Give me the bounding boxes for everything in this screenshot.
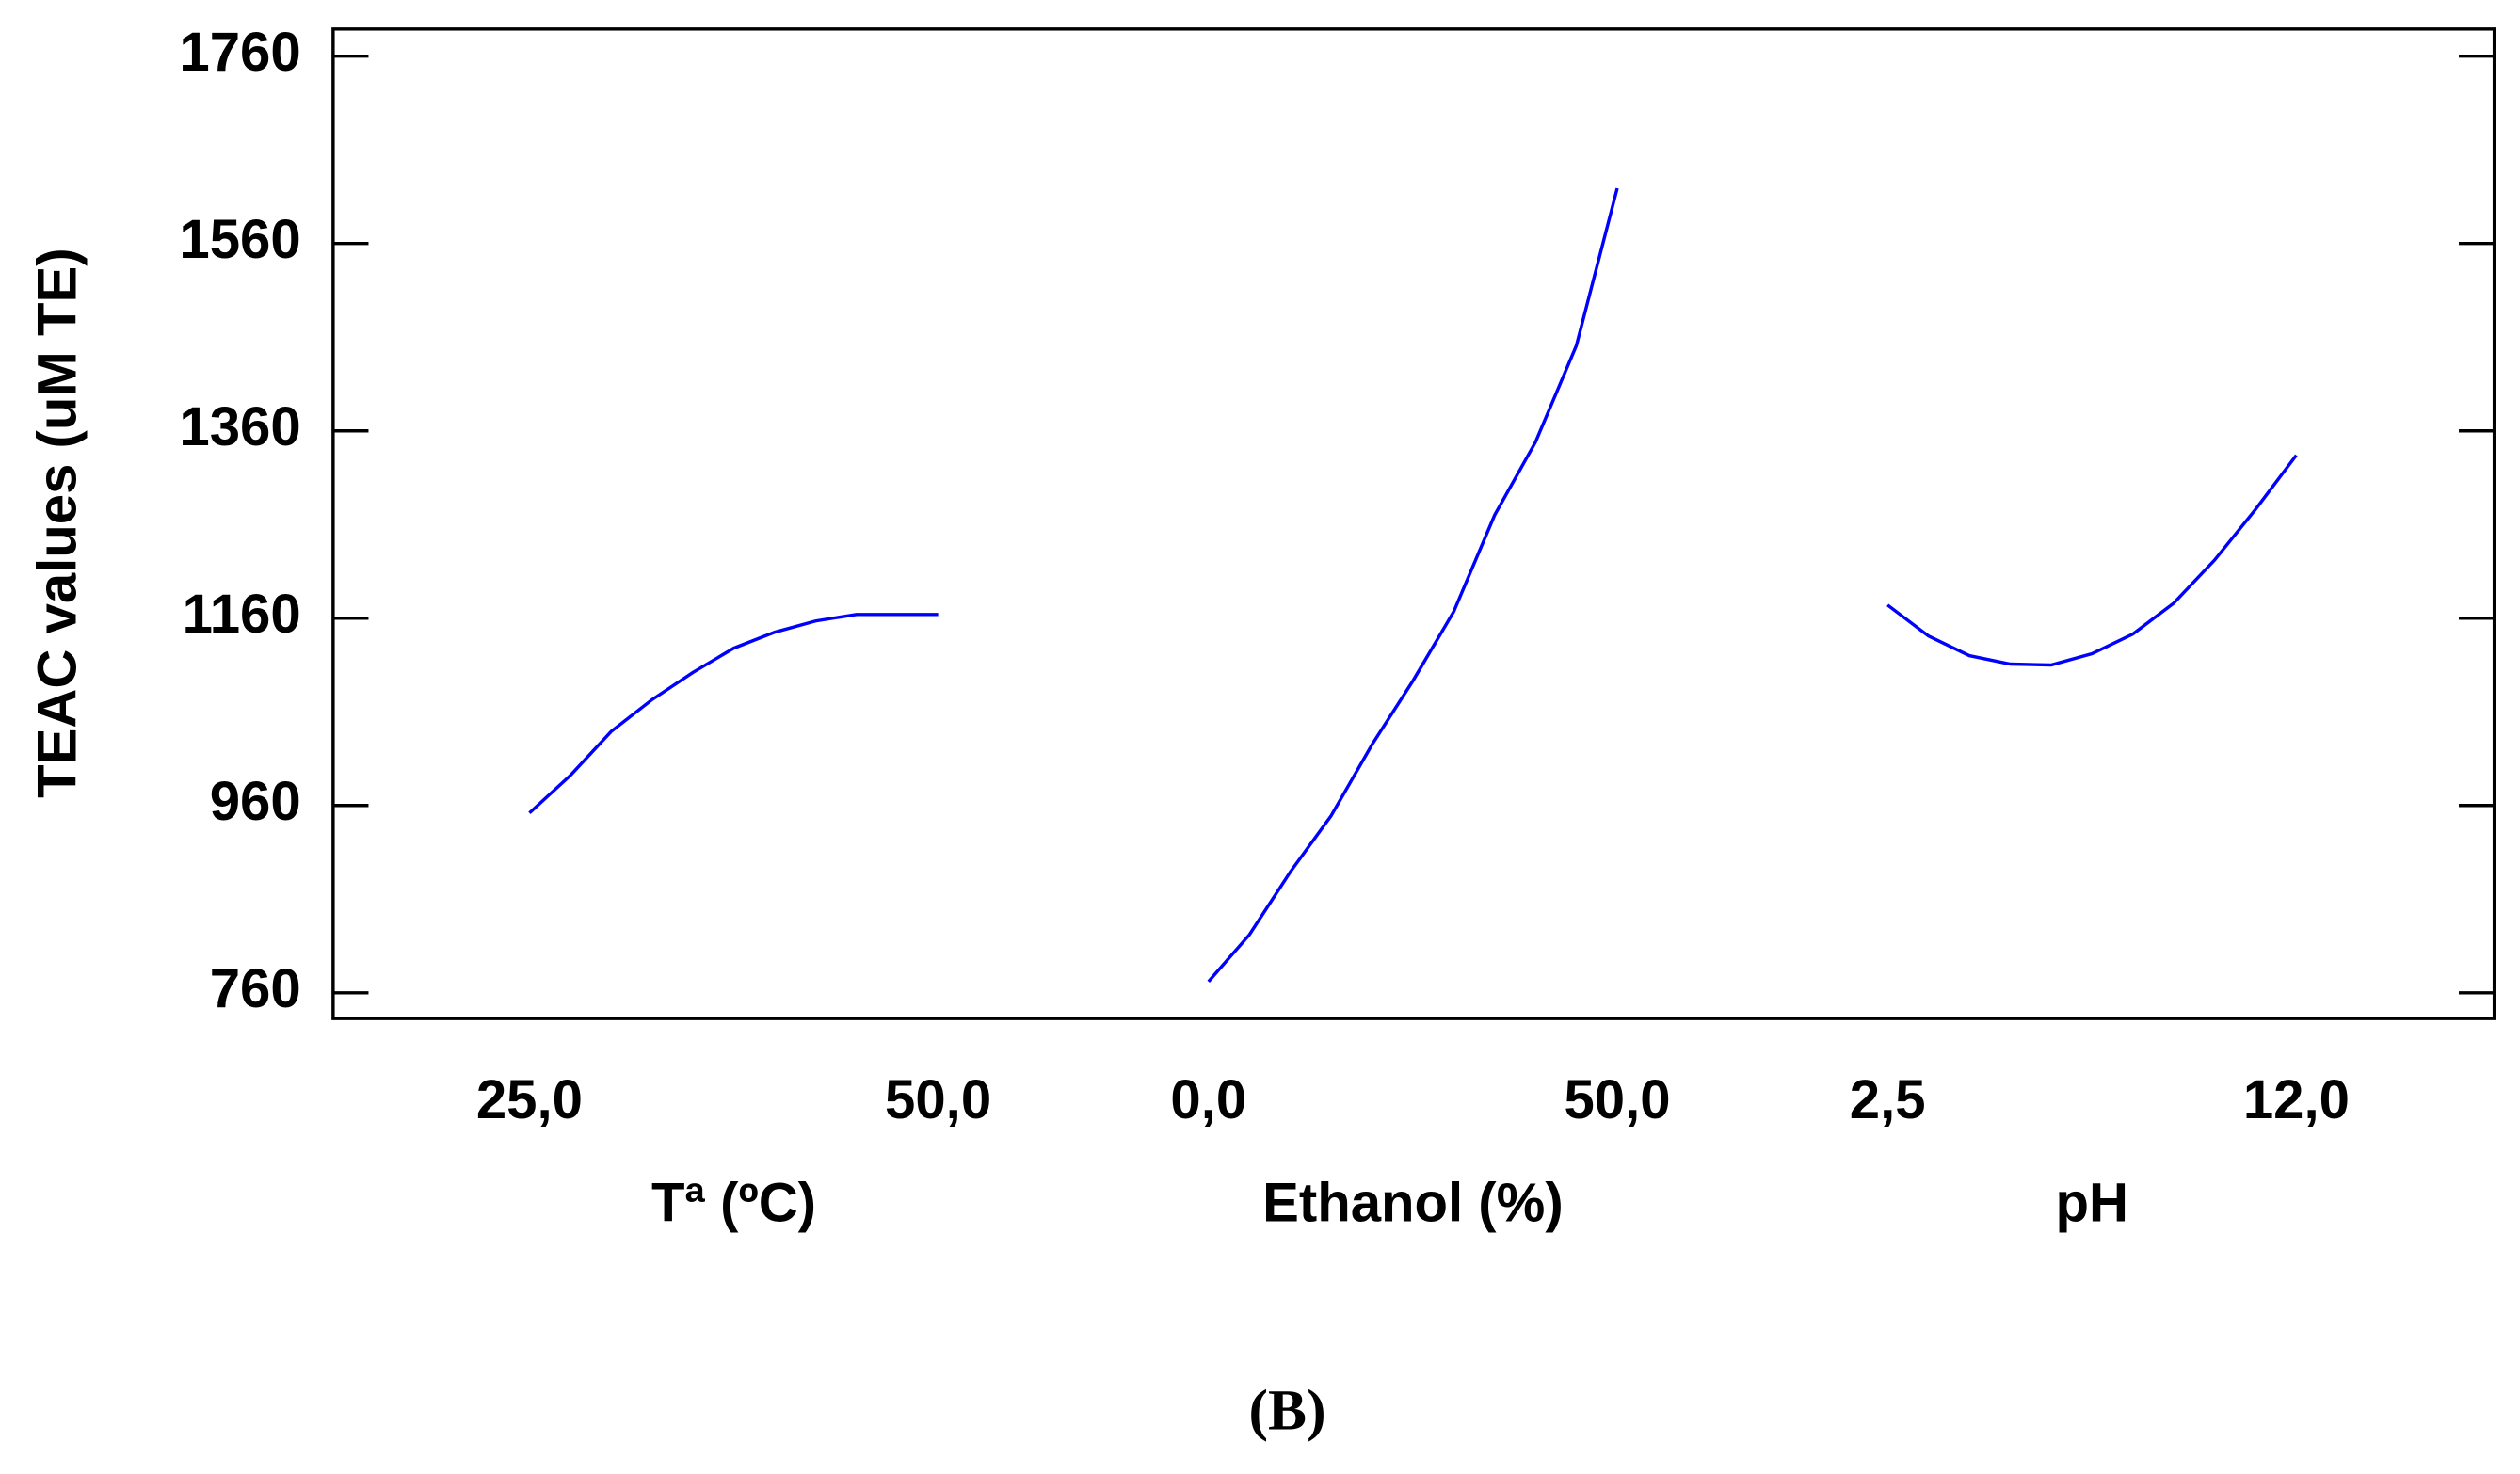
x-tick-label: 0,0 [1170, 1069, 1246, 1130]
x-tick-label: 2,5 [1850, 1069, 1926, 1130]
line [528, 613, 939, 814]
y-tick-label: 1360 [179, 396, 300, 457]
y-tick-label: 960 [210, 771, 301, 832]
x-axis-label: pH [2056, 1173, 2128, 1234]
y-tick-label: 760 [210, 958, 301, 1019]
plot-frame [331, 27, 2496, 1020]
line [1207, 187, 1619, 983]
x-tick-label: 25,0 [476, 1069, 583, 1130]
y-tick-label: 1160 [183, 584, 301, 645]
line [1886, 454, 2298, 667]
y-axis-label: TEAC values (uM TE) [26, 248, 88, 797]
y-tick-label: 1560 [179, 209, 300, 270]
x-tick-label: 50,0 [885, 1069, 991, 1130]
x-axis-label: Tª (ºC) [651, 1173, 816, 1234]
caption: (B) [1249, 1379, 1326, 1443]
x-tick-label: 12,0 [2243, 1069, 2350, 1130]
x-axis-label: Ethanol (%) [1262, 1173, 1564, 1234]
x-tick-label: 50,0 [1564, 1069, 1670, 1130]
y-tick-label: 1760 [179, 22, 300, 83]
